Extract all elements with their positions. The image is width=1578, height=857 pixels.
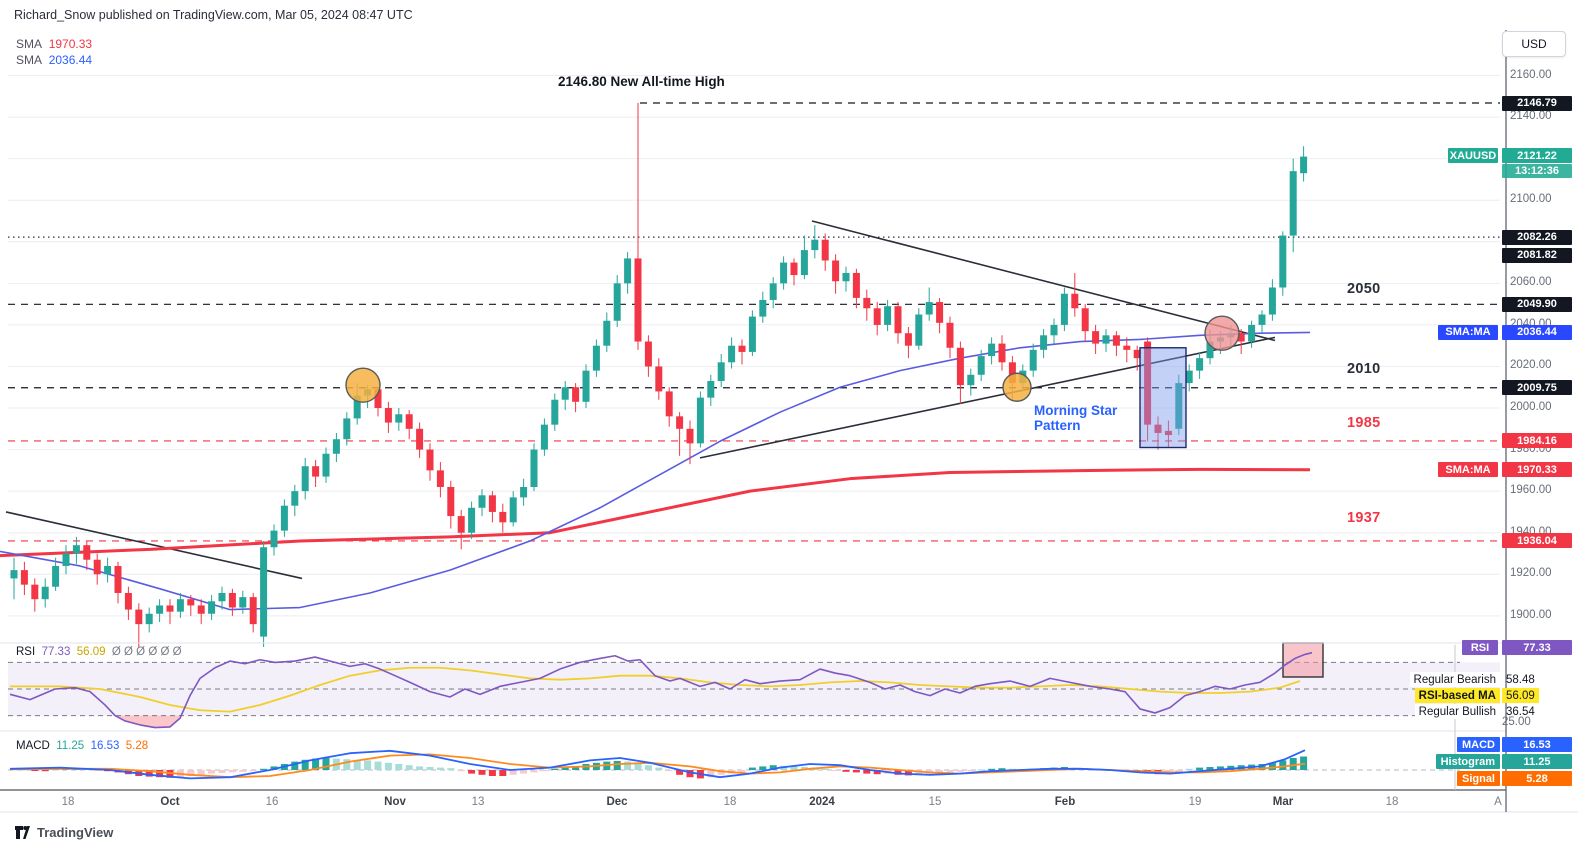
time-axis-label[interactable]: 18 bbox=[1385, 796, 1399, 808]
macd-signal-value: 5.28 bbox=[125, 740, 149, 752]
symbol-axis-tag: XAUUSD bbox=[1448, 148, 1498, 163]
price-level-label: 1984.16 bbox=[1502, 433, 1572, 449]
price-level-annotation: 2050 bbox=[1347, 281, 1381, 297]
sma-fast-label: SMA bbox=[16, 53, 43, 67]
time-axis-label[interactable]: 15 bbox=[928, 796, 942, 808]
price-axis-tick[interactable]: 2000.00 bbox=[1510, 401, 1552, 414]
rsi-ma-value: 56.09 bbox=[76, 646, 106, 658]
rsi-legend: RSI 77.33 56.09 Ø Ø Ø Ø Ø Ø bbox=[16, 646, 182, 658]
time-axis-label[interactable]: Feb bbox=[1054, 796, 1076, 808]
morning-star-line1: Morning Star bbox=[1034, 403, 1118, 418]
price-axis-tick[interactable]: 1920.00 bbox=[1510, 567, 1552, 580]
price-axis-tick[interactable]: 2020.00 bbox=[1510, 359, 1552, 372]
macd-axis-tag: Histogram bbox=[1435, 754, 1500, 769]
macd-legend: MACD 11.25 16.53 5.28 bbox=[16, 740, 148, 752]
time-axis-label[interactable]: Oct bbox=[160, 796, 180, 808]
macd-axis-value: 16.53 bbox=[1502, 737, 1572, 752]
rsi-bottom-tick: 25.00 bbox=[1502, 716, 1531, 728]
tradingview-watermark[interactable]: TradingView bbox=[14, 824, 113, 841]
time-axis-label[interactable]: 18 bbox=[61, 796, 75, 808]
publish-attribution: Richard_Snow published on TradingView.co… bbox=[14, 8, 413, 22]
sma-legend: SMA 1970.33 SMA 2036.44 bbox=[16, 36, 92, 68]
price-level-label: 1936.04 bbox=[1502, 533, 1572, 549]
time-axis-label[interactable]: Nov bbox=[384, 796, 406, 808]
morning-star-annotation: Morning Star Pattern bbox=[1034, 403, 1117, 433]
rsi-value: 77.33 bbox=[41, 646, 71, 658]
rsi-hidden-placeholders: Ø Ø Ø Ø Ø Ø bbox=[111, 646, 182, 658]
macd-axis-tag: Signal bbox=[1456, 771, 1500, 786]
macd-title: MACD bbox=[16, 740, 50, 752]
time-axis-label[interactable]: A bbox=[1494, 796, 1502, 808]
price-axis-tick[interactable]: 1900.00 bbox=[1510, 608, 1552, 621]
currency-toggle-button[interactable]: USD bbox=[1502, 31, 1566, 57]
price-level-annotation: 2010 bbox=[1347, 361, 1381, 377]
rsi-signal-value: 36.54 bbox=[1506, 705, 1535, 718]
rsi-signal-value: 58.48 bbox=[1506, 673, 1535, 686]
morning-star-line2: Pattern bbox=[1034, 418, 1081, 433]
price-axis-tick[interactable]: 2100.00 bbox=[1510, 193, 1552, 206]
price-level-annotation: 1985 bbox=[1347, 415, 1381, 431]
rsi-signal-label: RSI-based MA bbox=[1414, 688, 1500, 703]
tradingview-logo-icon bbox=[15, 826, 30, 839]
macd-hist-value: 11.25 bbox=[56, 740, 85, 752]
time-axis-label[interactable]: 19 bbox=[1188, 796, 1202, 808]
macd-axis-value: 11.25 bbox=[1502, 754, 1572, 769]
price-axis-tick[interactable]: 1960.00 bbox=[1510, 484, 1552, 497]
price-level-label: 2009.75 bbox=[1502, 380, 1572, 396]
time-axis-label[interactable]: 16 bbox=[265, 796, 279, 808]
price-axis-tick[interactable]: 2060.00 bbox=[1510, 276, 1552, 289]
macd-line-value: 16.53 bbox=[90, 740, 120, 752]
sma-slow-legend-row: SMA 1970.33 bbox=[16, 36, 92, 52]
time-axis-label[interactable]: 13 bbox=[471, 796, 485, 808]
price-level-label: 2036.44 bbox=[1502, 324, 1572, 340]
sma-slow-value: 1970.33 bbox=[48, 37, 93, 51]
last-price-label: 2121.22 bbox=[1502, 148, 1572, 163]
time-axis-label[interactable]: Mar bbox=[1272, 796, 1294, 808]
price-level-label: 2082.26 bbox=[1502, 229, 1572, 245]
time-axis-label[interactable]: Dec bbox=[606, 796, 628, 808]
rsi-axis-value: 77.33 bbox=[1502, 640, 1572, 655]
time-axis-label[interactable]: 2024 bbox=[809, 796, 835, 808]
sma-fast-legend-row: SMA 2036.44 bbox=[16, 52, 92, 68]
time-axis-label[interactable]: 18 bbox=[723, 796, 737, 808]
macd-axis-tag: MACD bbox=[1457, 737, 1500, 752]
bar-countdown-label: 13:12:36 bbox=[1502, 164, 1572, 178]
all-time-high-annotation: 2146.80 New All-time High bbox=[558, 74, 725, 89]
rsi-signal-value: 56.09 bbox=[1502, 688, 1539, 703]
rsi-axis-tag: RSI bbox=[1462, 640, 1498, 655]
watermark-text: TradingView bbox=[37, 825, 114, 840]
price-axis-tick[interactable]: 2160.00 bbox=[1510, 68, 1552, 81]
sma-fast-value: 2036.44 bbox=[48, 53, 93, 67]
indicator-axis-tag: SMA:MA bbox=[1438, 462, 1498, 478]
rsi-signal-label: Regular Bullish bbox=[1414, 704, 1500, 719]
price-axis-tick[interactable]: 2140.00 bbox=[1510, 110, 1552, 123]
indicator-axis-tag: SMA:MA bbox=[1438, 324, 1498, 340]
price-level-label: 2146.79 bbox=[1502, 95, 1572, 111]
price-level-label: 2081.82 bbox=[1502, 247, 1572, 263]
price-level-annotation: 1937 bbox=[1347, 510, 1381, 526]
price-level-label: 2049.90 bbox=[1502, 296, 1572, 312]
price-level-label: 1970.33 bbox=[1502, 462, 1572, 478]
macd-axis-value: 5.28 bbox=[1502, 771, 1572, 786]
rsi-signal-label: Regular Bearish bbox=[1409, 672, 1500, 687]
rsi-title: RSI bbox=[16, 646, 36, 658]
sma-slow-label: SMA bbox=[16, 37, 43, 51]
